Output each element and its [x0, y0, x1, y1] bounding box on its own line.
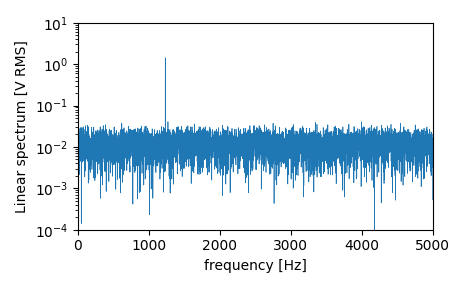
Y-axis label: Linear spectrum [V RMS]: Linear spectrum [V RMS] [15, 40, 29, 213]
X-axis label: frequency [Hz]: frequency [Hz] [204, 259, 306, 273]
